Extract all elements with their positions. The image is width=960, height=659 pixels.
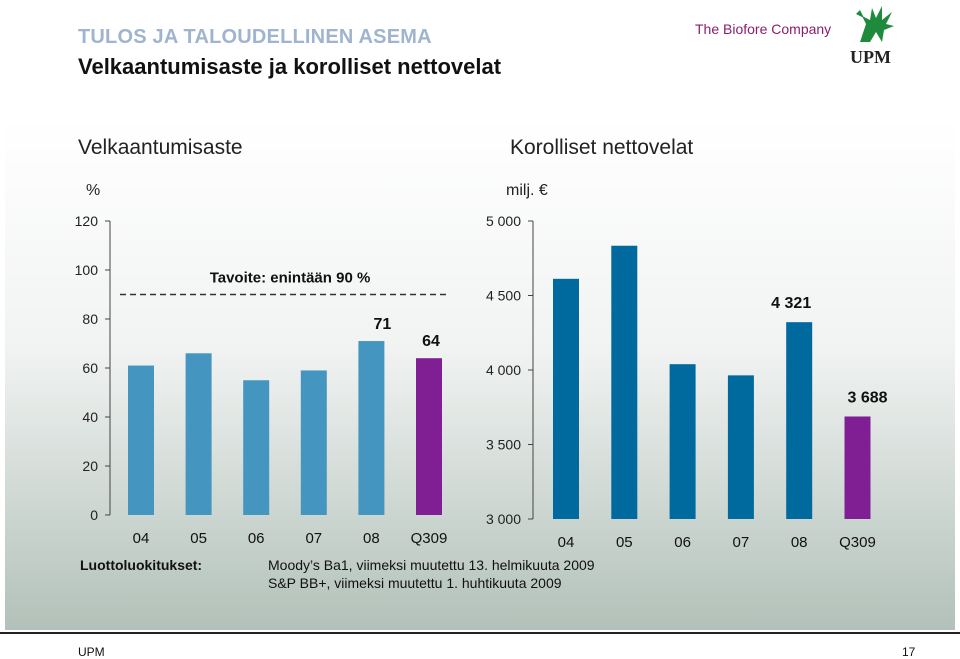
right-y-tick-label: 3 000 (486, 511, 521, 527)
rating-moodys: Moody’s Ba1, viimeksi muutettu 13. helmi… (268, 557, 595, 573)
left-bar (358, 341, 385, 515)
left-bar (243, 380, 270, 515)
left-bar (128, 365, 154, 515)
left-data-label: 64 (422, 333, 440, 350)
right-bar (553, 278, 579, 519)
right-data-label: 3 688 (847, 389, 887, 406)
right-y-tick-label: 5 000 (486, 213, 521, 229)
right-bar (611, 245, 638, 519)
right-chart-unit: milj. € (506, 182, 548, 199)
right-category-label: 07 (733, 534, 750, 551)
right-y-tick-label: 3 500 (486, 437, 521, 453)
right-category-label: 06 (674, 534, 691, 551)
left-y-tick-label: 60 (82, 360, 98, 376)
left-bar (185, 353, 212, 515)
left-category-label: Q309 (411, 530, 448, 547)
left-bar (300, 370, 327, 515)
page-number: 17 (902, 645, 916, 659)
company-tagline: The Biofore Company (695, 21, 832, 37)
left-chart-unit: % (86, 182, 101, 199)
right-bar (727, 375, 754, 519)
right-y-tick-label: 4 500 (486, 288, 521, 304)
page-title: Velkaantumisaste ja korolliset nettovela… (78, 54, 502, 79)
right-y-tick-label: 4 000 (486, 362, 521, 378)
left-chart-title: Velkaantumisaste (78, 136, 243, 159)
left-category-label: 07 (305, 530, 322, 547)
footer-company: UPM (78, 645, 105, 659)
right-bar (786, 322, 813, 519)
right-category-label: 05 (616, 534, 633, 551)
left-category-label: 08 (363, 530, 380, 547)
left-category-label: 06 (248, 530, 265, 547)
rating-sp: S&P BB+, viimeksi muutettu 1. huhtikuuta… (268, 575, 562, 591)
right-category-label: 08 (791, 534, 808, 551)
left-y-tick-label: 100 (75, 262, 99, 278)
left-y-tick-label: 40 (82, 409, 98, 425)
ratings-label: Luottoluokitukset: (80, 557, 203, 573)
right-chart-title: Korolliset nettovelat (510, 136, 694, 159)
footer-divider (0, 632, 960, 634)
left-category-label: 04 (133, 530, 150, 547)
left-y-tick-label: 0 (90, 507, 98, 523)
section-supertitle: TULOS JA TALOUDELLINEN ASEMA (78, 26, 432, 48)
right-data-label: 4 321 (771, 295, 811, 312)
left-category-label: 05 (190, 530, 207, 547)
left-y-tick-label: 20 (82, 458, 98, 474)
right-bar (669, 364, 696, 519)
right-bar (844, 416, 871, 519)
left-bar (416, 358, 442, 515)
right-category-label: 04 (558, 534, 575, 551)
upm-logo: UPM (850, 47, 891, 67)
left-y-tick-label: 80 (82, 311, 98, 327)
left-data-label: 71 (374, 316, 392, 333)
left-y-tick-label: 120 (75, 213, 99, 229)
upm-griffin-icon (856, 6, 894, 42)
right-category-label: Q309 (839, 534, 876, 551)
left-target-label: Tavoite: enintään 90 % (210, 270, 371, 287)
